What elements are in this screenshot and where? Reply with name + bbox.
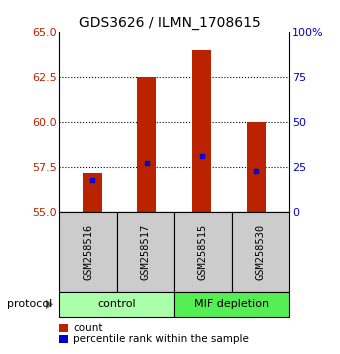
- Text: control: control: [98, 299, 136, 309]
- Text: count: count: [73, 323, 103, 333]
- Bar: [246, 122, 266, 212]
- Bar: [137, 77, 156, 212]
- Bar: [192, 50, 211, 212]
- Text: percentile rank within the sample: percentile rank within the sample: [73, 334, 249, 344]
- Text: GSM258515: GSM258515: [198, 224, 208, 280]
- Text: MIF depletion: MIF depletion: [194, 299, 269, 309]
- Bar: [83, 173, 102, 212]
- Text: GDS3626 / ILMN_1708615: GDS3626 / ILMN_1708615: [79, 16, 261, 30]
- Text: GSM258530: GSM258530: [255, 224, 265, 280]
- Text: GSM258516: GSM258516: [83, 224, 93, 280]
- Text: protocol: protocol: [7, 299, 52, 309]
- Text: GSM258517: GSM258517: [140, 224, 151, 280]
